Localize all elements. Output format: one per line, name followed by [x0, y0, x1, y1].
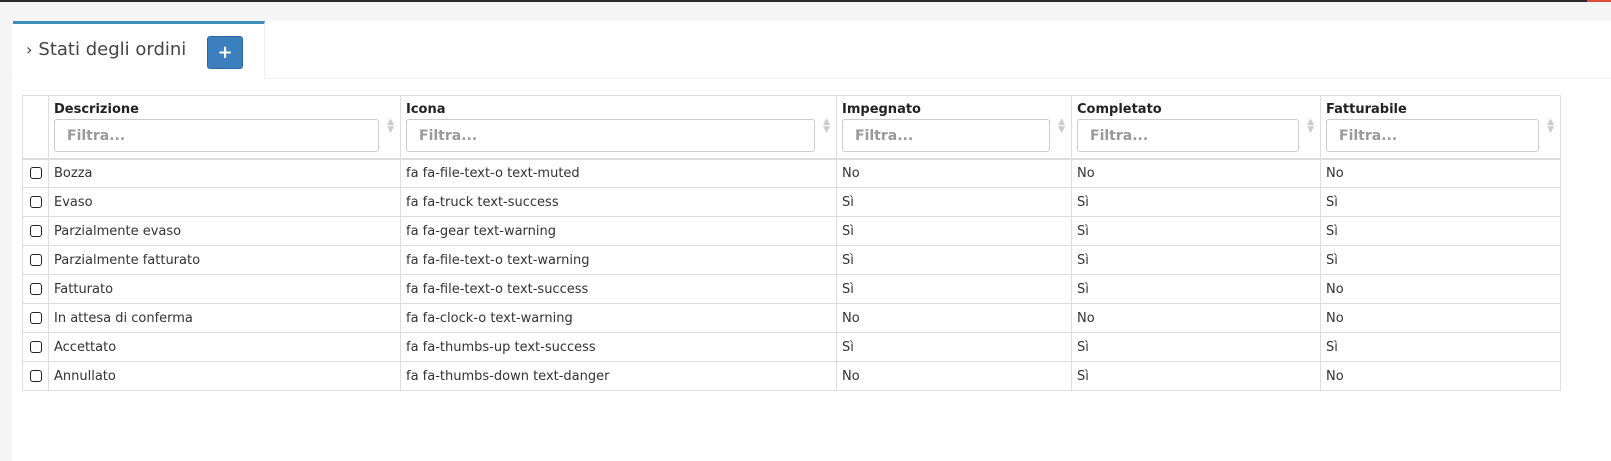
column-label: Impegnato: [842, 102, 921, 117]
row-checkbox[interactable]: [29, 283, 42, 295]
row-checkbox[interactable]: [29, 167, 42, 180]
cell-fatturabile: Sì: [1320, 332, 1561, 362]
column-label: Descrizione: [54, 102, 139, 117]
cell-fatturabile: Sì: [1320, 245, 1561, 275]
row-checkbox-cell[interactable]: [22, 216, 49, 246]
cell-descrizione: Accettato: [48, 332, 401, 362]
cell-descrizione: In attesa di conferma: [48, 303, 401, 333]
cell-fatturabile: Sì: [1320, 187, 1561, 217]
column-header-impegnato[interactable]: Impegnato Filtra... ▲ ▼: [836, 95, 1072, 160]
column-header-fatturabile[interactable]: Fatturabile Filtra... ▲ ▼: [1320, 95, 1561, 160]
row-checkbox[interactable]: [29, 254, 42, 266]
row-checkbox-cell[interactable]: [22, 361, 49, 391]
content-panel: › Stati degli ordini + Descrizione Filtra.…: [12, 21, 1611, 461]
cell-completato: Sì: [1071, 187, 1321, 217]
cell-icona: fa fa-clock-o text-warning: [400, 303, 837, 333]
table-row[interactable]: Parzialmente fatturato fa fa-file-text-o …: [22, 245, 1561, 275]
sort-icon[interactable]: ▲ ▼: [823, 117, 830, 135]
table-row[interactable]: Bozza fa fa-file-text-o text-muted No No No: [22, 158, 1561, 188]
cell-icona: fa fa-file-text-o text-success: [400, 274, 837, 304]
cell-icona: fa fa-thumbs-down text-danger: [400, 361, 837, 391]
filter-input-completato[interactable]: Filtra...: [1077, 119, 1299, 152]
cell-fatturabile: Sì: [1320, 216, 1561, 246]
cell-impegnato: No: [836, 303, 1072, 333]
cell-completato: No: [1071, 158, 1321, 188]
row-checkbox-cell[interactable]: [22, 332, 49, 362]
row-checkbox[interactable]: [29, 225, 42, 237]
select-column-header: [22, 95, 49, 160]
cell-impegnato: No: [836, 361, 1072, 391]
row-checkbox-cell[interactable]: [22, 303, 49, 333]
cell-fatturabile: No: [1320, 274, 1561, 304]
cell-impegnato: Sì: [836, 245, 1072, 275]
table-row[interactable]: Fatturato fa fa-file-text-o text-success S…: [22, 274, 1561, 304]
sort-icon[interactable]: ▲ ▼: [1547, 117, 1554, 135]
column-header-icona[interactable]: Icona Filtra... ▲ ▼: [400, 95, 837, 160]
cell-impegnato: Sì: [836, 332, 1072, 362]
table-row[interactable]: Evaso fa fa-truck text-success Sì Sì Sì: [22, 187, 1561, 217]
cell-impegnato: Sì: [836, 274, 1072, 304]
cell-completato: Sì: [1071, 361, 1321, 391]
filter-input-impegnato[interactable]: Filtra...: [842, 119, 1050, 152]
cell-completato: Sì: [1071, 216, 1321, 246]
row-checkbox[interactable]: [29, 341, 42, 353]
cell-descrizione: Bozza: [48, 158, 401, 188]
filter-placeholder: Filtra...: [1339, 127, 1398, 144]
row-checkbox-cell[interactable]: [22, 274, 49, 304]
cell-descrizione: Evaso: [48, 187, 401, 217]
table-row[interactable]: In attesa di conferma fa fa-clock-o text-…: [22, 303, 1561, 333]
cell-descrizione: Parzialmente fatturato: [48, 245, 401, 275]
cell-icona: fa fa-gear text-warning: [400, 216, 837, 246]
sort-icon[interactable]: ▲ ▼: [387, 117, 394, 135]
column-label: Icona: [406, 102, 446, 117]
column-header-descrizione[interactable]: Descrizione Filtra... ▲ ▼: [48, 95, 401, 160]
chevron-right-icon: ›: [26, 40, 33, 59]
cell-impegnato: No: [836, 158, 1072, 188]
cell-completato: Sì: [1071, 274, 1321, 304]
sort-icon[interactable]: ▲ ▼: [1307, 117, 1314, 135]
cell-descrizione: Parzialmente evaso: [48, 216, 401, 246]
orders-status-table: Descrizione Filtra... ▲ ▼ Icona Filtra... ▲ ▼ …: [22, 95, 1561, 391]
row-checkbox-cell[interactable]: [22, 158, 49, 188]
cell-icona: fa fa-truck text-success: [400, 187, 837, 217]
tab-header: [12, 21, 1611, 79]
cell-completato: Sì: [1071, 245, 1321, 275]
filter-placeholder: Filtra...: [1090, 127, 1149, 144]
cell-icona: fa fa-file-text-o text-muted: [400, 158, 837, 188]
row-checkbox[interactable]: [29, 312, 42, 324]
cell-completato: Sì: [1071, 332, 1321, 362]
filter-placeholder: Filtra...: [855, 127, 914, 144]
sort-icon[interactable]: ▲ ▼: [1058, 117, 1065, 135]
table-row[interactable]: Annullato fa fa-thumbs-down text-danger No…: [22, 361, 1561, 391]
cell-fatturabile: No: [1320, 361, 1561, 391]
cell-icona: fa fa-file-text-o text-warning: [400, 245, 837, 275]
row-checkbox-cell[interactable]: [22, 187, 49, 217]
table-row[interactable]: Parzialmente evaso fa fa-gear text-warnin…: [22, 216, 1561, 246]
row-checkbox[interactable]: [29, 196, 42, 208]
filter-placeholder: Filtra...: [419, 127, 478, 144]
cell-impegnato: Sì: [836, 187, 1072, 217]
cell-icona: fa fa-thumbs-up text-success: [400, 332, 837, 362]
cell-fatturabile: No: [1320, 158, 1561, 188]
filter-placeholder: Filtra...: [67, 127, 126, 144]
page-title: Stati degli ordini: [38, 39, 187, 60]
cell-fatturabile: No: [1320, 303, 1561, 333]
tab-stati-ordini[interactable]: › Stati degli ordini +: [13, 21, 265, 79]
cell-descrizione: Annullato: [48, 361, 401, 391]
filter-input-icona[interactable]: Filtra...: [406, 119, 815, 152]
add-button[interactable]: +: [207, 36, 243, 69]
cell-completato: No: [1071, 303, 1321, 333]
row-checkbox-cell[interactable]: [22, 245, 49, 275]
filter-input-descrizione[interactable]: Filtra...: [54, 119, 379, 152]
cell-descrizione: Fatturato: [48, 274, 401, 304]
table-row[interactable]: Accettato fa fa-thumbs-up text-success Sì S…: [22, 332, 1561, 362]
column-label: Fatturabile: [1326, 102, 1407, 117]
filter-input-fatturabile[interactable]: Filtra...: [1326, 119, 1539, 152]
column-label: Completato: [1077, 102, 1162, 117]
top-bar-accent: [1587, 0, 1611, 2]
cell-impegnato: Sì: [836, 216, 1072, 246]
row-checkbox[interactable]: [29, 370, 42, 382]
column-header-completato[interactable]: Completato Filtra... ▲ ▼: [1071, 95, 1321, 160]
top-bar: [0, 0, 1611, 2]
